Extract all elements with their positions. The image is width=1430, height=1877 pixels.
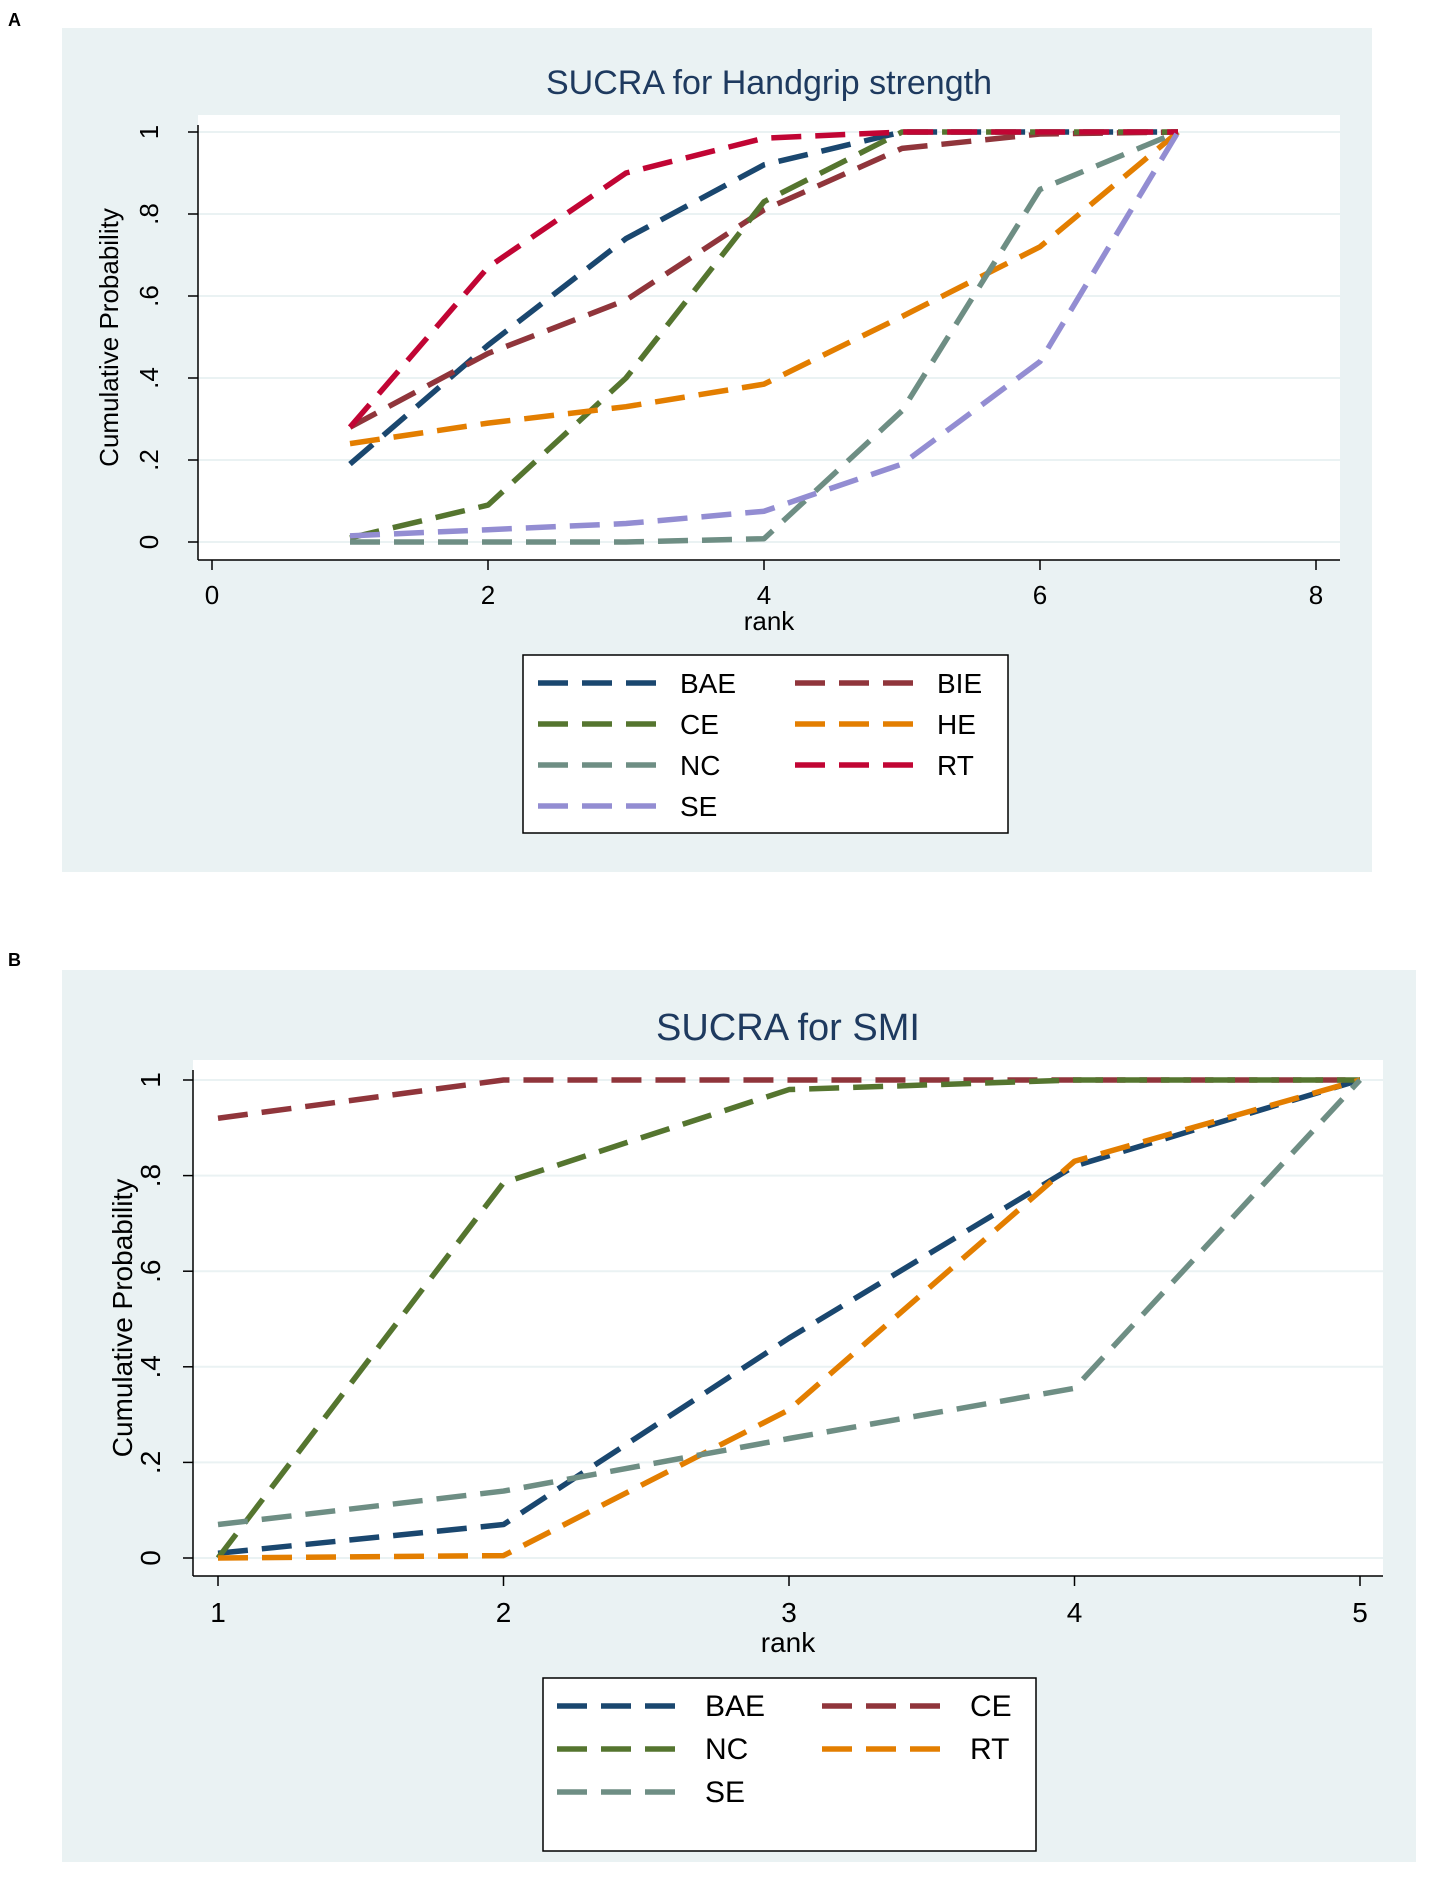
panel-label-a: A (8, 10, 21, 30)
y-tick-label: .2 (134, 449, 164, 471)
y-tick-label: .8 (135, 1164, 166, 1187)
x-tick-label: 4 (1067, 1597, 1083, 1628)
y-tick-label: .6 (134, 285, 164, 307)
x-tick-label: 5 (1352, 1597, 1368, 1628)
y-tick-label: 0 (134, 535, 164, 549)
series-line-rt (347, 129, 1178, 429)
legend-label-nc: NC (705, 1733, 748, 1766)
series-line-he (349, 129, 1180, 447)
legend-label-nc: NC (680, 750, 720, 781)
legend-label-se: SE (705, 1776, 745, 1809)
y-tick-label: .4 (135, 1355, 166, 1378)
y-tick-label: .2 (135, 1451, 166, 1474)
x-tick-label: 2 (496, 1597, 512, 1628)
y-tick-label: .8 (134, 203, 164, 225)
legend-label-ce: CE (970, 1690, 1012, 1723)
y-tick-label: .4 (134, 367, 164, 389)
chart-title: SUCRA for Handgrip strength (546, 64, 992, 102)
plot-area (198, 115, 1340, 560)
series-line-bae (217, 1077, 1361, 1556)
y-tick-label: 0 (135, 1550, 166, 1566)
series-line-rt (217, 1077, 1361, 1561)
y-tick-label: 1 (135, 1072, 166, 1088)
legend-label-rt: RT (937, 750, 974, 781)
series-line-nc (350, 129, 1180, 545)
x-tick-label: 0 (205, 580, 219, 610)
legend-label-bae: BAE (680, 668, 736, 699)
x-tick-label: 8 (1309, 580, 1323, 610)
x-axis-label: rank (744, 606, 796, 636)
legend-label-bie: BIE (937, 668, 982, 699)
x-axis-label: rank (761, 1627, 816, 1658)
series-line-nc (215, 1077, 1360, 1560)
x-tick-label: 1 (210, 1597, 226, 1628)
series-line-se (349, 130, 1181, 539)
x-tick-label: 3 (781, 1597, 797, 1628)
y-tick-label: .6 (135, 1260, 166, 1283)
legend-label-ce: CE (680, 709, 719, 740)
legend-label-se: SE (680, 791, 717, 822)
y-tick-label: 1 (134, 125, 164, 139)
chart-title: SUCRA for SMI (656, 1007, 920, 1049)
panel-label-b: B (8, 950, 21, 970)
legend-label-he: HE (937, 709, 976, 740)
plot-area (193, 1060, 1383, 1576)
legend-label-bae: BAE (705, 1690, 765, 1723)
y-axis-label: Cumulative Probability (94, 208, 124, 467)
legend-label-rt: RT (970, 1733, 1009, 1766)
series-line-se (217, 1078, 1363, 1528)
y-axis-label: Cumulative Probability (107, 1179, 138, 1458)
x-tick-label: 2 (481, 580, 495, 610)
chart-a: 0 .2 .4 .6 .8 1 0 2 4 6 8 SUCRA for Handgrip streng… (94, 64, 1340, 834)
x-tick-label: 4 (757, 580, 771, 610)
x-tick-label: 6 (1033, 580, 1047, 610)
series-line-ce (217, 1077, 1360, 1121)
